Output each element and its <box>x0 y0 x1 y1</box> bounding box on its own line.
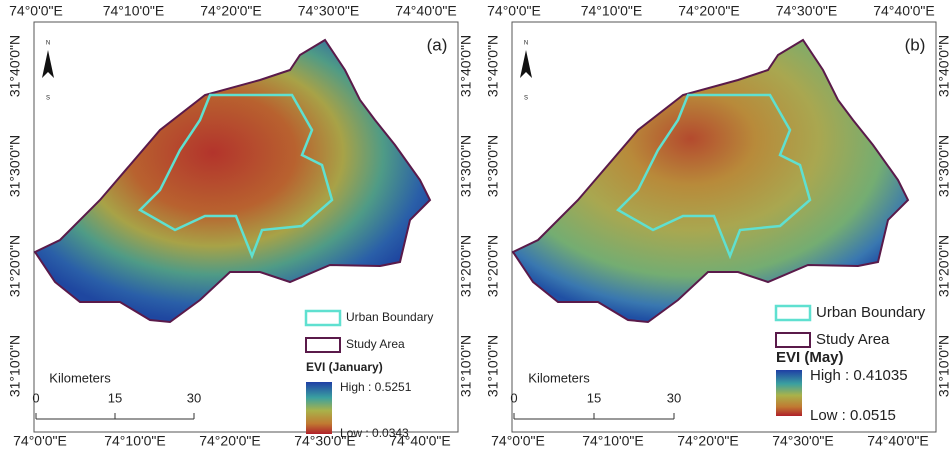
north-label: N <box>46 41 50 47</box>
bottom-coord-label: 74°10'0"E <box>582 433 644 449</box>
bottom-coord-label: 74°0'0"E <box>491 433 545 449</box>
map-frame <box>511 21 937 433</box>
urban-boundary <box>615 93 812 260</box>
scale-tick-label: 0 <box>32 390 39 405</box>
left-coord-label: 31°10'0"N <box>7 335 23 397</box>
legend-study-label: Study Area <box>816 331 890 348</box>
top-coord-label: 74°20'0"E <box>678 3 740 19</box>
bottom-coord-label: 74°30'0"E <box>772 433 834 449</box>
right-coord-label: 31°10'0"N <box>936 335 952 397</box>
left-coord-label: 31°10'0"N <box>485 335 501 397</box>
panel-label: (a) <box>427 35 448 54</box>
scale-tick-label: 15 <box>108 390 122 405</box>
top-coord-label: 74°10'0"E <box>581 3 643 19</box>
top-coord-label: 74°0'0"E <box>9 3 63 19</box>
south-label: S <box>524 96 528 102</box>
right-coord-label: 31°20'0"N <box>936 235 952 297</box>
north-arrow <box>42 50 54 78</box>
top-coord-label: 74°30'0"E <box>776 3 838 19</box>
bottom-coord-label: 74°20'0"E <box>199 433 261 449</box>
legend-urban-label: Urban Boundary <box>346 310 433 324</box>
legend-high: High : 0.41035 <box>810 367 908 384</box>
left-coord-label: 31°20'0"N <box>485 235 501 297</box>
legend-study-swatch <box>775 332 811 348</box>
top-coord-label: 74°40'0"E <box>873 3 935 19</box>
legend-urban-swatch <box>774 304 812 322</box>
left-coord-label: 31°40'0"N <box>485 35 501 97</box>
south-label: S <box>46 96 50 102</box>
scale-tick-label: 30 <box>667 390 681 405</box>
legend-high: High : 0.5251 <box>340 380 412 394</box>
right-coord-label: 31°40'0"N <box>936 35 952 97</box>
top-coord-label: 74°20'0"E <box>200 3 262 19</box>
scale-tick-label: 0 <box>510 390 517 405</box>
urban-boundary <box>137 93 334 260</box>
map-panel: (b) 74°0'0"E 74°10'0"E 74°20'0"E 74°30'0"E 74… <box>485 3 952 449</box>
legend-study-swatch <box>305 337 341 353</box>
legend-study-label: Study Area <box>346 337 405 351</box>
left-coord-label: 31°30'0"N <box>7 135 23 197</box>
study-area <box>511 38 910 324</box>
right-coord-label: 31°30'0"N <box>936 135 952 197</box>
right-coord-label: 31°10'0"N <box>458 335 474 397</box>
left-coord-label: 31°20'0"N <box>7 235 23 297</box>
top-coord-label: 74°40'0"E <box>395 3 457 19</box>
scale-tick-label: 30 <box>187 390 201 405</box>
top-coord-label: 74°0'0"E <box>487 3 541 19</box>
legend-low: Low : 0.0515 <box>810 407 896 424</box>
north-arrow <box>520 50 532 78</box>
scale-title: Kilometers <box>528 370 590 385</box>
top-coord-label: 74°10'0"E <box>103 3 165 19</box>
left-coord-label: 31°40'0"N <box>7 35 23 97</box>
legend-title: EVI (May) <box>776 349 844 366</box>
bottom-coord-label: 74°40'0"E <box>389 433 451 449</box>
legend-title: EVI (January) <box>306 360 383 374</box>
bottom-coord-label: 74°30'0"E <box>294 433 356 449</box>
bottom-coord-label: 74°0'0"E <box>13 433 67 449</box>
bottom-coord-label: 74°20'0"E <box>677 433 739 449</box>
study-area <box>33 38 432 324</box>
bottom-coord-label: 74°10'0"E <box>104 433 166 449</box>
top-coord-label: 74°30'0"E <box>298 3 360 19</box>
right-coord-label: 31°40'0"N <box>458 35 474 97</box>
legend-urban-swatch <box>304 309 342 327</box>
legend-low: Low : 0.0343 <box>340 426 409 440</box>
legend-ramp <box>306 382 332 434</box>
legend-urban-label: Urban Boundary <box>816 304 926 321</box>
map-frame <box>33 21 459 433</box>
legend-ramp <box>776 370 802 416</box>
bottom-coord-label: 74°40'0"E <box>867 433 929 449</box>
panel-label: (b) <box>905 35 926 54</box>
north-label: N <box>524 41 528 47</box>
map-panel: (a) 74°0'0"E 74°10'0"E 74°20'0"E 74°30'0"E 74… <box>7 3 474 449</box>
right-coord-label: 31°30'0"N <box>458 135 474 197</box>
scale-title: Kilometers <box>49 370 111 385</box>
left-coord-label: 31°30'0"N <box>485 135 501 197</box>
right-coord-label: 31°20'0"N <box>458 235 474 297</box>
scale-tick-label: 15 <box>587 390 601 405</box>
